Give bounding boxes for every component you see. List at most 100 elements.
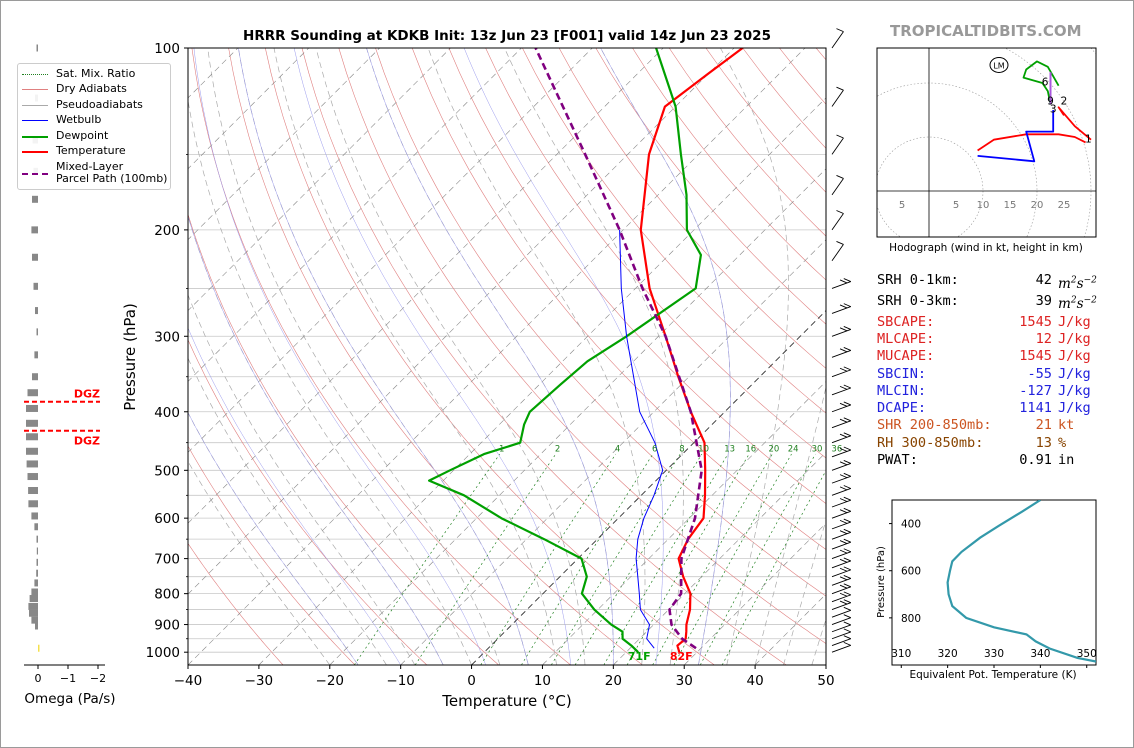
barb-feather [843, 278, 851, 283]
y-tick-label: 300 [154, 329, 180, 345]
trace-wetbulb [619, 229, 664, 649]
mixing-ratio-line [673, 453, 792, 665]
barb-staff [831, 602, 851, 610]
stat-row: SHR 200-850mb: 21 kt [877, 417, 1117, 434]
barb-staff [831, 638, 851, 646]
theta-e-y-tick-label: 600 [901, 566, 921, 578]
dgz-label: DGZ [74, 388, 100, 401]
omega-bar [33, 282, 38, 290]
pseudoadiabat-line [427, 48, 646, 665]
barb-feather [839, 461, 848, 466]
chart-legend: Sat. Mix. Ratio Dry Adiabats Pseudoadiabat… [17, 63, 171, 190]
pseudoadiabat-line [188, 215, 444, 665]
y-tick-label: 800 [154, 587, 180, 603]
omega-bar [32, 253, 38, 261]
barb-feather [843, 366, 851, 371]
omega-bar [28, 602, 38, 610]
wind-barb [831, 641, 851, 653]
mixing-ratio-line [414, 453, 556, 665]
dry-adiabat-line [188, 542, 284, 665]
barb-feather [839, 592, 848, 597]
legend-entry: Dewpoint [18, 128, 170, 144]
wind-barb [831, 278, 851, 289]
pseudoadiabat-line [273, 48, 557, 665]
barb-feather [843, 641, 851, 646]
wind-barb [831, 507, 851, 519]
hodograph-ring-label: 5 [953, 200, 959, 211]
omega-bar [31, 588, 38, 596]
dry-adiabat-line [188, 213, 500, 665]
barb-feather [843, 583, 851, 588]
hodograph-height-label: 9 [1047, 96, 1054, 108]
chart-title: HRRR Sounding at KDKB Init: 13z Jun 23 [… [243, 28, 771, 44]
barb-feather [839, 385, 848, 390]
stat-value: 21 [1035, 417, 1052, 434]
barb-staff [831, 178, 844, 196]
wind-barb [831, 575, 851, 586]
barb-feather [843, 401, 851, 406]
pseudoadiabat-line [811, 618, 826, 665]
stat-value: 1545 [1019, 313, 1052, 330]
wind-barb [831, 557, 851, 569]
storm-motion-label: LM [993, 62, 1004, 71]
legend-entry: Dry Adiabats [18, 82, 170, 98]
hodograph-frame [876, 47, 1097, 238]
omega-bar [36, 547, 38, 555]
omega-bar [31, 512, 38, 520]
wind-barb [831, 401, 851, 413]
barb-staff [831, 586, 851, 595]
barb-feather [843, 347, 851, 351]
wind-barb [831, 210, 844, 231]
barb-staff [831, 551, 851, 560]
barb-feather [843, 566, 851, 571]
legend-entry: Sat. Mix. Ratio [18, 66, 170, 82]
omega-bar [26, 447, 38, 455]
omega-bar [26, 419, 38, 427]
wind-barb [831, 628, 851, 640]
trace-dewpoint [428, 48, 702, 653]
barb-feather [843, 621, 851, 626]
moist-reference-line [188, 412, 359, 665]
wind-barb [831, 566, 851, 578]
hodograph-height-label: 3 [1050, 104, 1057, 116]
moist-reference-line [600, 48, 731, 665]
stat-row: MUCAPE: 1545 J/kg [877, 348, 1117, 365]
x-tick-label: −30 [245, 673, 274, 689]
barb-feather [843, 591, 851, 596]
stat-unit: m2s−2 [1058, 295, 1097, 313]
stat-row: MLCAPE: 12 J/kg [877, 331, 1117, 348]
dry-adiabat-line [188, 445, 356, 665]
dry-adiabat-line [558, 48, 826, 369]
x-tick-label: 10 [534, 673, 551, 689]
wind-barb [831, 347, 851, 358]
barb-feather [839, 576, 848, 581]
moist-reference-line [188, 215, 444, 665]
omega-bar [36, 44, 38, 52]
pseudoadiabat-line [188, 293, 416, 665]
x-tick-label: 50 [817, 673, 834, 689]
x-tick-label: −10 [386, 673, 415, 689]
hodograph-height-label: 6 [1042, 77, 1049, 89]
dry-adiabat-line [265, 48, 715, 665]
barb-staff [831, 617, 851, 625]
isotherm-line [329, 168, 826, 665]
stat-label: MLCAPE: [877, 330, 935, 347]
barb-feather [839, 519, 848, 524]
barb-feather [843, 614, 851, 619]
surface-dewpoint-label: 71F [628, 650, 651, 663]
pseudoadiabat-line [366, 48, 614, 665]
legend-entry: Wetbulb [18, 113, 170, 129]
omega-bar [31, 616, 38, 624]
legend-swatch [22, 131, 48, 141]
wind-barb [831, 635, 851, 646]
barb-feather [839, 402, 848, 407]
theta-e-x-axis-label: Equivalent Pot. Temperature (K) [909, 669, 1076, 681]
legend-swatch [22, 146, 48, 156]
stat-label: MLCIN: [877, 382, 927, 399]
pseudoadiabat-line [504, 48, 684, 665]
wind-barb [831, 496, 851, 508]
barb-feather [843, 557, 851, 562]
omega-bar [36, 535, 38, 543]
